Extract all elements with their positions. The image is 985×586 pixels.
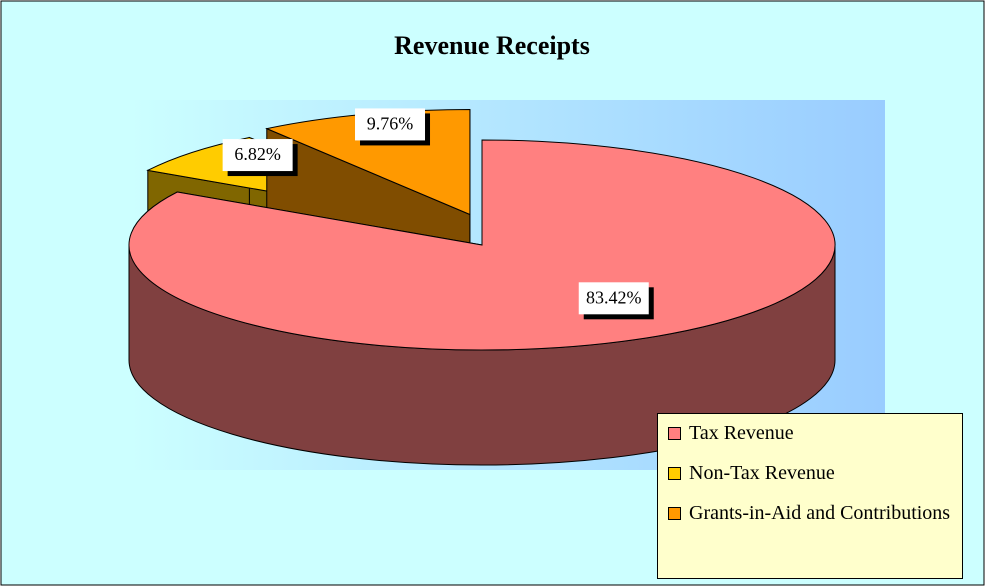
chart-title: Revenue Receipts <box>394 31 590 60</box>
legend-swatch <box>668 427 681 440</box>
legend-label: Non-Tax Revenue <box>689 462 835 484</box>
data-label: 6.82% <box>234 144 281 164</box>
label-box <box>222 139 293 172</box>
legend-entry: Non-Tax Revenue <box>668 462 952 484</box>
legend-swatch <box>668 467 681 480</box>
data-label: 9.76% <box>367 114 414 134</box>
label-box <box>578 282 649 315</box>
label-box <box>355 108 426 141</box>
legend: Tax Revenue Non-Tax Revenue Grants-in-Aid … <box>657 413 963 579</box>
pie: 83.42% 6.82% 9.76% <box>128 108 836 466</box>
legend-label: Grants-in-Aid and Contributions <box>689 502 951 524</box>
slice-top <box>128 139 836 351</box>
legend-label: Tax Revenue <box>689 422 794 444</box>
data-label: 83.42% <box>586 287 642 307</box>
slice <box>128 139 836 466</box>
legend-swatch <box>668 507 681 520</box>
legend-entry: Tax Revenue <box>668 422 952 444</box>
legend-entry: Grants-in-Aid and Contributions <box>668 502 952 524</box>
